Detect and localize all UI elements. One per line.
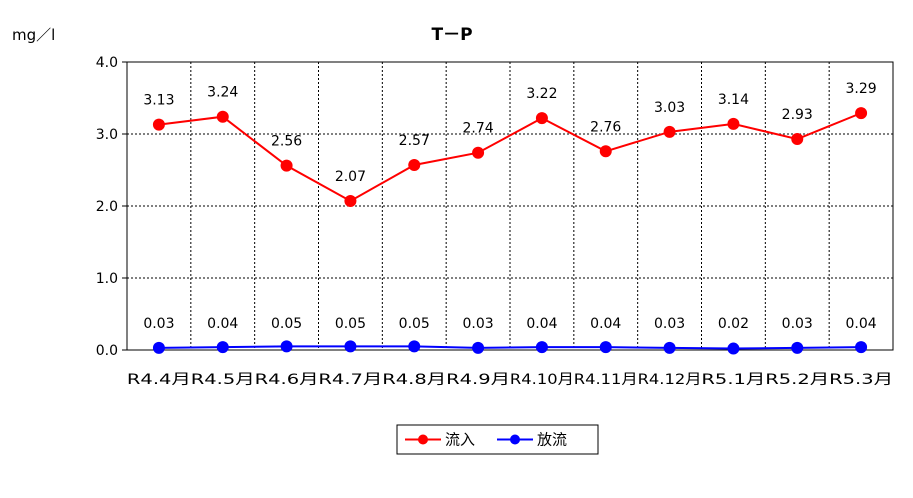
data-label: 0.05 [271,316,302,332]
legend-swatch-marker [510,434,520,445]
data-point [152,118,165,131]
y-tick-label: 3.0 [96,127,118,143]
data-label: 3.14 [718,92,749,108]
data-label: 3.13 [143,93,174,109]
data-label: 0.03 [782,316,813,332]
data-label: 0.04 [526,316,557,332]
x-tick-label: R4.11月 [574,372,638,388]
data-label: 3.24 [207,85,238,101]
data-point [535,112,548,125]
data-point [727,342,740,355]
data-point [280,159,293,172]
data-point [472,146,485,159]
x-tick-label: R4.10月 [510,372,574,388]
x-tick-labels: R4.4月 R4.5月 R4.6月 R4.7月 R4.8月 R4.9月 R4.10月 R4.1… [127,372,893,388]
data-point [599,145,612,158]
x-tick-label: R4.7月 [318,372,382,388]
data-point [472,341,485,354]
y-tick-label: 4.0 [96,55,118,71]
data-label: 0.04 [845,316,876,332]
data-label: 0.05 [335,316,366,332]
data-point [855,341,868,354]
data-label: 3.03 [654,100,685,116]
series-line [158,345,862,350]
data-point [535,341,548,354]
data-point [408,340,421,353]
x-tick-label: R4.12月 [638,372,702,388]
y-tick-labels: 0.0 1.0 2.0 3.0 4.0 [96,55,118,359]
x-tick-label: R4.5月 [191,372,255,388]
x-tick-label: R4.4月 [127,372,191,388]
data-label: 2.57 [399,133,430,149]
data-point [599,341,612,354]
legend: 流入 放流 [396,424,599,455]
y-tick-label: 2.0 [96,199,118,215]
x-tick-label: R4.8月 [382,372,446,388]
x-tick-label: R5.2月 [765,372,829,388]
data-label: 2.07 [335,169,366,185]
data-label: 3.29 [845,81,876,97]
data-point [344,194,357,207]
x-tick-label: R5.1月 [701,372,765,388]
data-point [791,341,804,354]
data-label: 2.56 [271,134,302,150]
data-label: 3.22 [526,86,557,102]
data-label: 2.74 [462,121,493,137]
data-label: 0.03 [462,316,493,332]
legend-label: 放流 [537,431,567,449]
data-point [408,158,421,171]
data-label: 0.02 [718,316,749,332]
series-line [158,112,862,203]
data-point [344,340,357,353]
legend-swatch-marker [418,434,428,445]
x-tick-label: R4.9月 [446,372,510,388]
data-point [727,117,740,130]
y-tick-label: 1.0 [96,271,118,287]
data-label: 0.04 [207,316,238,332]
legend-label: 流入 [445,431,475,449]
data-label: 0.04 [590,316,621,332]
x-tick-label: R4.6月 [255,372,319,388]
data-label: 2.76 [590,119,621,135]
grid-lines [122,61,893,351]
data-point [663,341,676,354]
data-point [152,341,165,354]
data-point [216,341,229,354]
chart-title: T－P [431,25,472,45]
data-label: 0.03 [143,316,174,332]
data-label: 0.03 [654,316,685,332]
data-point [855,107,868,120]
y-axis-unit: mg／l [12,26,55,44]
plot-area [126,61,894,351]
data-point [791,133,804,146]
data-label: 0.05 [399,316,430,332]
y-tick-label: 0.0 [96,343,118,359]
data-point [280,340,293,353]
data-point [216,110,229,123]
data-label: 2.93 [782,107,813,123]
data-point [663,125,676,138]
series-group: 3.13 3.24 2.56 2.07 2.57 2.74 3.22 2.76 3.03 3.14… [143,81,877,355]
x-tick-label: R5.3月 [829,372,893,388]
